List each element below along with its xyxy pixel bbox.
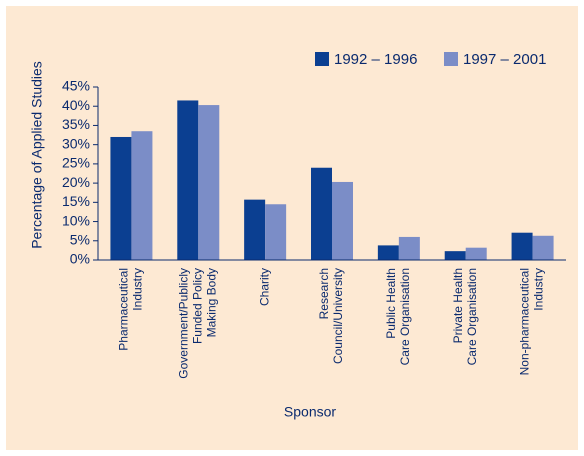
- bar: [311, 167, 332, 260]
- bar: [532, 235, 554, 260]
- bar: [398, 236, 420, 260]
- bar: [177, 100, 199, 260]
- x-tick-label: Non-pharmaceutical: [518, 268, 532, 375]
- bar: [377, 245, 399, 260]
- y-tick-label: 30%: [62, 135, 90, 151]
- x-tick-label: Industry: [532, 268, 546, 311]
- y-axis-label: Percentage of Applied Studies: [29, 61, 45, 249]
- x-tick-label: Industry: [131, 268, 145, 311]
- y-tick-label: 25%: [62, 155, 90, 171]
- bar: [131, 131, 153, 260]
- x-tick-label: Private Health: [451, 268, 465, 343]
- x-axis-label: Sponsor: [284, 404, 336, 420]
- y-tick-label: 0%: [70, 251, 90, 267]
- legend-swatch: [315, 52, 329, 66]
- legend-swatch: [444, 52, 458, 66]
- x-tick-label: Care Organisation: [465, 268, 479, 365]
- x-tick-label: Funded Policy: [190, 268, 204, 344]
- y-tick-label: 20%: [62, 174, 90, 190]
- x-tick-label: Government/Publicly: [176, 268, 190, 379]
- bar: [444, 251, 466, 260]
- bar: [265, 204, 287, 260]
- y-tick-label: 45%: [62, 78, 90, 94]
- bar: [465, 247, 487, 260]
- y-tick-label: 5%: [70, 231, 90, 247]
- bar: [244, 199, 266, 260]
- y-tick-label: 15%: [62, 193, 90, 209]
- x-tick-label: Research: [317, 268, 331, 319]
- background: [6, 6, 578, 450]
- x-tick-label: Charity: [257, 268, 271, 306]
- x-tick-label: Public Health: [384, 268, 398, 339]
- x-tick-label: Making Body: [204, 268, 218, 337]
- x-tick-label: Pharmaceutical: [117, 268, 131, 351]
- bar: [198, 105, 220, 261]
- bar: [110, 136, 132, 260]
- bar: [511, 232, 533, 260]
- legend-label: 1997 – 2001: [463, 51, 546, 68]
- x-tick-label: Council/University: [331, 268, 345, 364]
- y-tick-label: 35%: [62, 116, 90, 132]
- x-tick-label: Care Organisation: [398, 268, 412, 365]
- y-tick-label: 10%: [62, 212, 90, 228]
- y-tick-label: 40%: [62, 97, 90, 113]
- legend-label: 1992 – 1996: [334, 51, 417, 68]
- bar: [332, 181, 353, 260]
